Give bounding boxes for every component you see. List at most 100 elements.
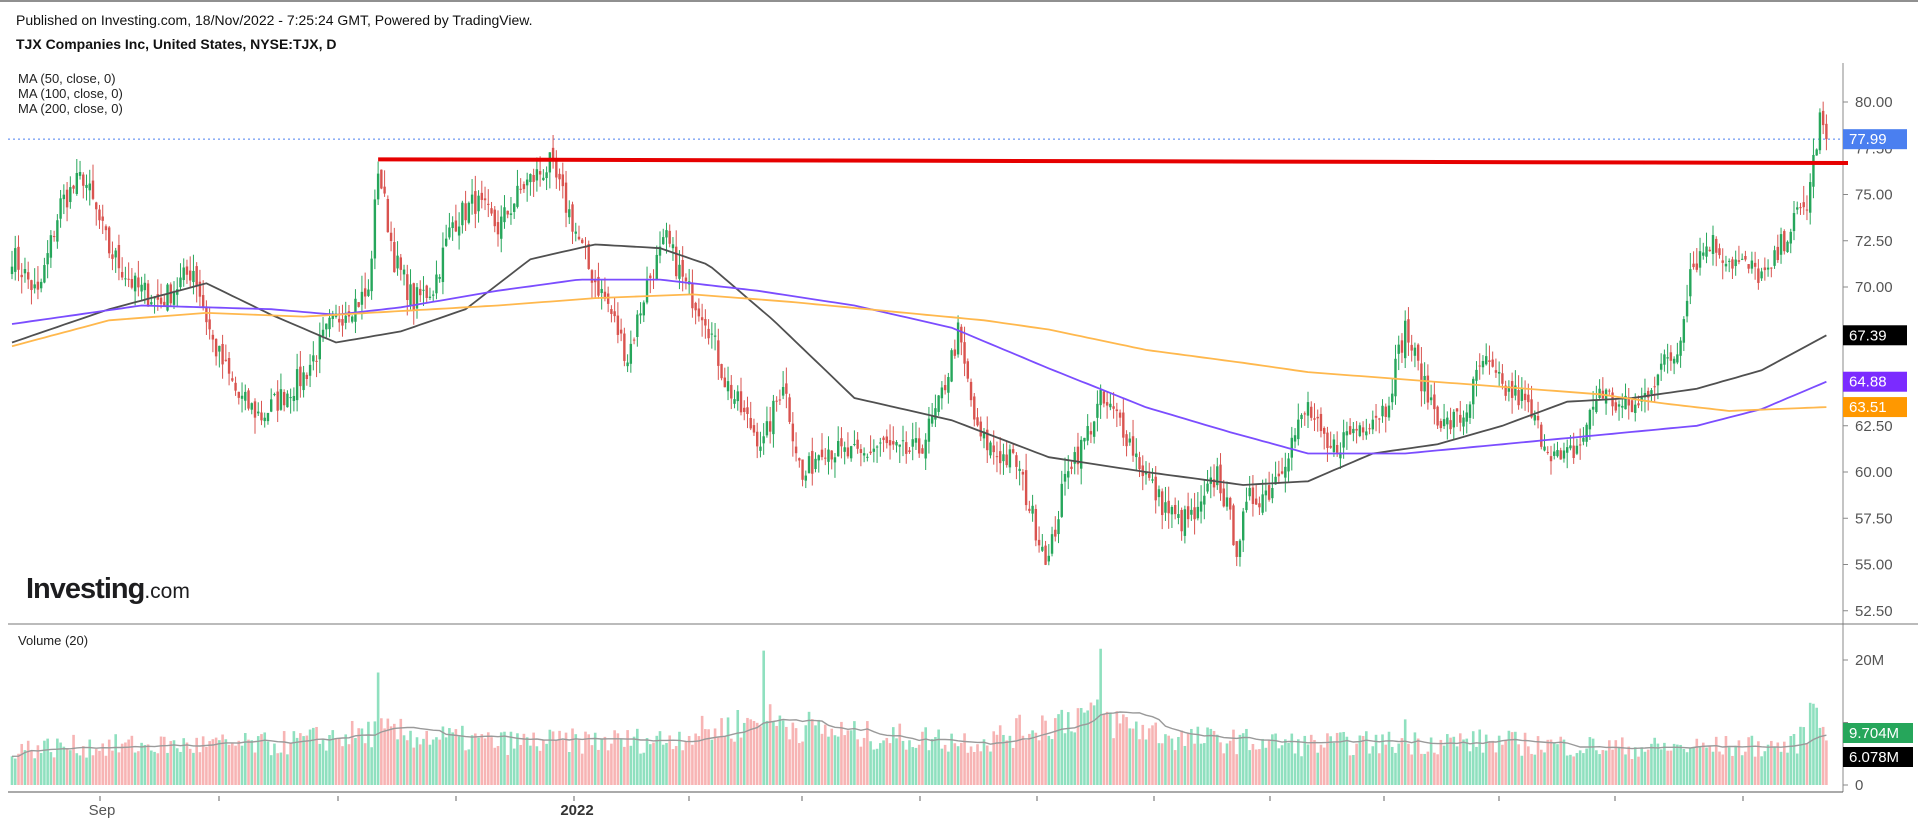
- candle-body: [1067, 471, 1070, 478]
- candle-body: [678, 264, 681, 279]
- candle: [681, 246, 684, 292]
- candle-body: [1118, 412, 1122, 418]
- volume-bars: [10, 648, 1828, 785]
- candle: [1439, 418, 1443, 432]
- volume-bar: [1650, 743, 1653, 785]
- candle-body: [120, 271, 124, 278]
- candle-body: [351, 316, 354, 322]
- volume-indicator-label[interactable]: Volume (20): [18, 633, 89, 648]
- volume-bar: [1718, 751, 1721, 785]
- candle-body: [743, 407, 746, 412]
- candle-body: [1076, 446, 1080, 465]
- volume-bar: [742, 722, 746, 785]
- candle: [726, 366, 730, 401]
- candle: [1672, 356, 1676, 375]
- candle-body: [1378, 418, 1381, 420]
- candle: [1365, 418, 1368, 440]
- candle-body: [995, 456, 999, 458]
- candle: [1737, 245, 1741, 265]
- candle-body: [1034, 508, 1038, 541]
- volume-bar: [1355, 743, 1358, 785]
- candle-body: [1718, 248, 1721, 256]
- indicator-ma100-label[interactable]: MA (100, close, 0): [18, 86, 123, 101]
- candle: [1766, 259, 1770, 277]
- indicator-ma50-label[interactable]: MA (50, close, 0): [18, 71, 116, 86]
- candle-body: [752, 425, 756, 433]
- volume-bar: [1377, 753, 1381, 785]
- candle-body: [1624, 395, 1627, 410]
- candle-body: [496, 222, 500, 235]
- candle: [1125, 430, 1128, 457]
- volume-bar: [1313, 739, 1316, 785]
- volume-bar: [1812, 703, 1815, 785]
- candle: [525, 172, 529, 202]
- volume-bar: [1352, 754, 1355, 785]
- candle-body: [1151, 479, 1154, 481]
- candle-body: [338, 318, 341, 323]
- candle-body: [901, 440, 905, 442]
- volume-bar: [1786, 752, 1789, 785]
- candle: [568, 200, 571, 225]
- candle-body: [1465, 412, 1468, 422]
- indicator-ma200-label[interactable]: MA (200, close, 0): [18, 101, 123, 116]
- candle: [1805, 195, 1809, 221]
- candle-body: [551, 147, 555, 161]
- candle: [1423, 362, 1426, 405]
- candle: [1449, 407, 1452, 435]
- volume-bar: [1028, 733, 1031, 785]
- candle: [733, 389, 736, 409]
- candle-body: [568, 209, 571, 218]
- candle: [914, 422, 918, 451]
- volume-bar: [1478, 729, 1482, 785]
- volume-bar: [266, 741, 270, 785]
- candle: [707, 319, 710, 345]
- candle-body: [1138, 457, 1141, 470]
- volume-bar: [143, 744, 147, 785]
- volume-bar: [752, 720, 756, 785]
- volume-bar: [671, 749, 675, 785]
- volume-bar: [1527, 746, 1530, 785]
- candle-body: [493, 209, 496, 227]
- volume-bar: [616, 733, 620, 785]
- logo-suffix: .com: [144, 580, 190, 603]
- candle-body: [205, 307, 208, 323]
- candle-body: [386, 198, 390, 233]
- volume-bar: [1633, 747, 1637, 785]
- candle: [1413, 342, 1417, 368]
- volume-bar: [1073, 732, 1077, 785]
- candle: [1005, 440, 1008, 468]
- candle: [1080, 436, 1083, 485]
- volume-bar: [574, 734, 578, 785]
- volume-bar: [1669, 750, 1673, 785]
- candle: [318, 322, 321, 374]
- candle-body: [837, 440, 840, 457]
- candle: [399, 253, 402, 281]
- volume-bar: [934, 737, 937, 785]
- candle: [1300, 413, 1303, 428]
- candle-body: [1242, 511, 1245, 541]
- candle-body: [1329, 445, 1332, 448]
- price-tick-label: 55.00: [1855, 557, 1893, 574]
- candle-body: [908, 450, 911, 452]
- candle-body: [762, 436, 765, 444]
- candle-body: [1028, 508, 1031, 511]
- volume-bar: [1245, 728, 1248, 785]
- volume-bar: [422, 738, 425, 785]
- volume-bar: [613, 730, 616, 785]
- candle-body: [143, 282, 147, 291]
- volume-bar: [486, 732, 490, 785]
- volume-tag-value: 6.078M: [1849, 749, 1899, 766]
- candle: [351, 315, 354, 324]
- candle-body: [1553, 451, 1556, 456]
- candle: [221, 334, 224, 379]
- candle: [315, 355, 318, 378]
- volume-bar: [1497, 735, 1501, 785]
- volume-bar: [1627, 746, 1631, 785]
- candle-body: [192, 270, 195, 283]
- volume-bar: [807, 711, 811, 785]
- candle-body: [1507, 386, 1511, 392]
- volume-bar: [305, 735, 309, 785]
- candle-body: [713, 335, 717, 337]
